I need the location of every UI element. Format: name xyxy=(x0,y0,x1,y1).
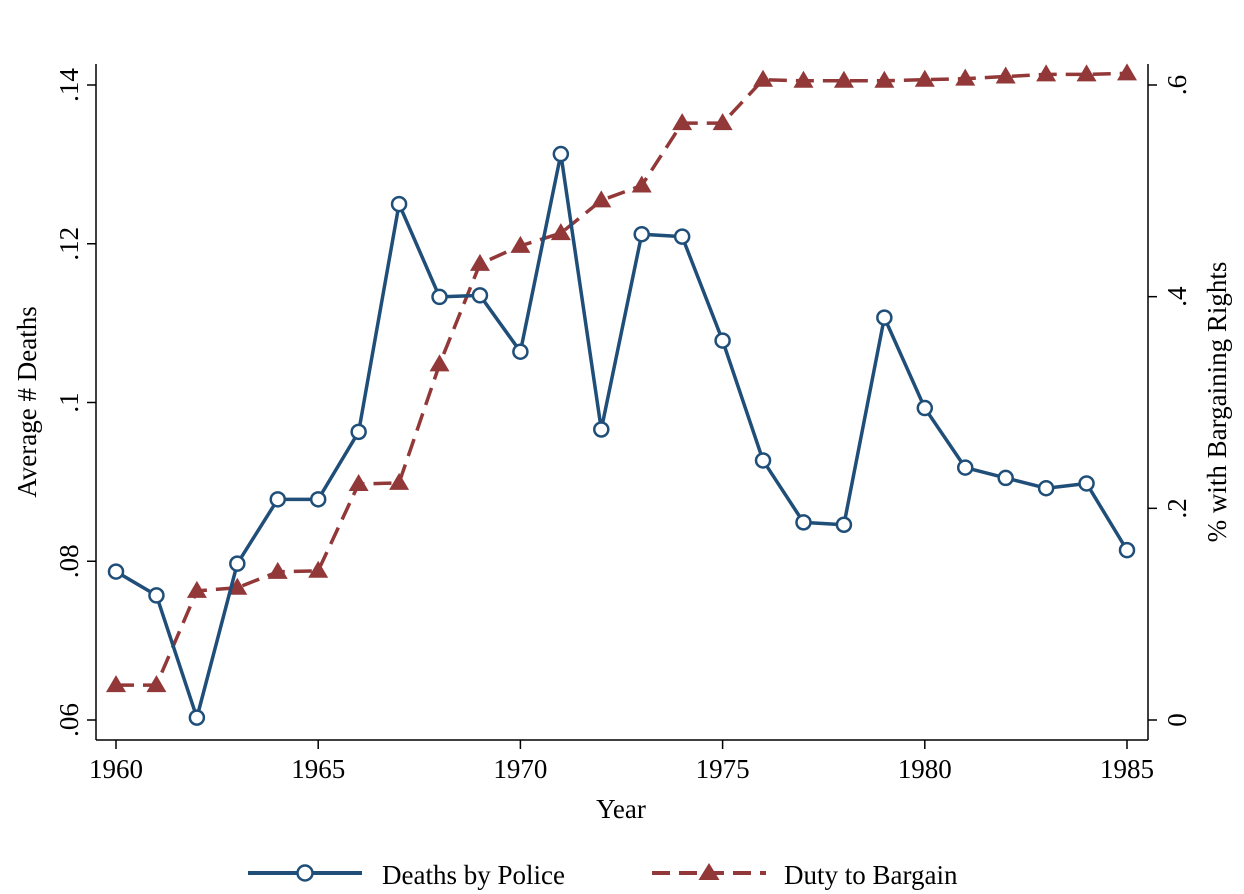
x-tick-label: 1965 xyxy=(291,754,345,784)
legend-label-deaths-by-police: Deaths by Police xyxy=(382,860,565,890)
point-deaths-by-police xyxy=(997,469,1014,487)
series-layer xyxy=(106,63,1137,726)
point-duty-to-bargain xyxy=(1036,64,1057,82)
point-deaths-by-police xyxy=(390,195,408,213)
point-duty-to-bargain xyxy=(186,580,207,598)
point-duty-to-bargain xyxy=(106,675,126,693)
point-duty-to-bargain xyxy=(631,175,652,193)
x-tick-label: 1980 xyxy=(898,754,952,784)
left-y-tick-label: .12 xyxy=(54,227,84,261)
point-deaths-by-police xyxy=(552,145,570,163)
axes: 1960 1965 1970 1975 1980 1985 .06 .08 .1 .12 .14 0.… xyxy=(54,64,1192,784)
point-duty-to-bargain xyxy=(429,354,450,372)
point-duty-to-bargain xyxy=(267,561,288,579)
right-y-tick-label: .2 xyxy=(1162,498,1192,518)
point-deaths-by-police xyxy=(229,555,246,572)
point-duty-to-bargain xyxy=(146,675,167,693)
point-duty-to-bargain xyxy=(227,577,248,595)
left-y-tick-label: .06 xyxy=(54,703,84,737)
left-y-tick-label: .14 xyxy=(54,68,84,102)
x-tick-label: 1970 xyxy=(493,754,547,784)
point-duty-to-bargain xyxy=(591,190,612,208)
x-axis-title: Year xyxy=(596,794,646,824)
left-y-axis-title: Average # Deaths xyxy=(12,306,42,497)
point-deaths-by-police xyxy=(269,491,287,508)
legend: Deaths by Police Duty to Bargain xyxy=(248,860,958,890)
point-duty-to-bargain xyxy=(793,70,814,88)
point-deaths-by-police xyxy=(1118,541,1136,559)
left-y-tick-label: .08 xyxy=(54,544,84,578)
legend-marker-duty-to-bargain xyxy=(698,863,720,880)
legend-label-duty-to-bargain: Duty to Bargain xyxy=(784,860,958,890)
series-line-deaths-by-police xyxy=(115,152,1129,720)
point-deaths-by-police xyxy=(431,288,448,306)
point-deaths-by-police xyxy=(876,309,893,326)
point-duty-to-bargain xyxy=(550,223,571,241)
point-deaths-by-police xyxy=(1037,479,1055,497)
point-deaths-by-police xyxy=(795,514,812,531)
point-deaths-by-police xyxy=(471,287,489,304)
point-deaths-by-police xyxy=(350,423,367,441)
point-duty-to-bargain xyxy=(874,70,895,88)
left-y-tick-label: .1 xyxy=(54,392,84,412)
point-deaths-by-police xyxy=(714,332,731,349)
point-deaths-by-police xyxy=(512,343,529,360)
point-duty-to-bargain xyxy=(833,70,854,88)
point-duty-to-bargain xyxy=(995,66,1016,84)
point-duty-to-bargain xyxy=(914,69,935,87)
x-tick-label: 1985 xyxy=(1100,754,1154,784)
point-deaths-by-police xyxy=(188,709,206,726)
right-y-tick-label: 0 xyxy=(1162,713,1192,727)
point-deaths-by-police xyxy=(633,225,650,243)
right-y-tick-label: .4 xyxy=(1162,286,1192,307)
point-deaths-by-police xyxy=(148,587,165,604)
point-duty-to-bargain xyxy=(753,69,774,87)
point-deaths-by-police xyxy=(107,563,125,580)
point-duty-to-bargain xyxy=(389,472,410,490)
legend-item-deaths-by-police: Deaths by Police xyxy=(248,860,565,890)
point-duty-to-bargain xyxy=(1117,63,1137,81)
legend-item-duty-to-bargain: Duty to Bargain xyxy=(652,860,958,890)
right-y-tick-label: .6 xyxy=(1162,75,1192,95)
point-duty-to-bargain xyxy=(1076,64,1097,82)
point-duty-to-bargain xyxy=(308,560,329,578)
point-deaths-by-police xyxy=(593,421,610,438)
series-line-duty-to-bargain xyxy=(116,71,1128,687)
point-duty-to-bargain xyxy=(348,473,369,491)
point-deaths-by-police xyxy=(309,491,327,508)
point-duty-to-bargain xyxy=(955,68,976,86)
point-duty-to-bargain xyxy=(510,235,531,253)
point-deaths-by-police xyxy=(673,228,691,245)
point-duty-to-bargain xyxy=(469,253,490,271)
point-deaths-by-police xyxy=(835,516,853,533)
point-deaths-by-police xyxy=(1078,475,1095,492)
right-y-axis-title: % with Bargaining Rights xyxy=(1202,262,1232,543)
x-tick-label: 1960 xyxy=(89,754,143,784)
point-deaths-by-police xyxy=(956,459,974,476)
x-tick-label: 1975 xyxy=(696,754,750,784)
legend-marker-deaths-by-police xyxy=(296,864,314,882)
point-deaths-by-police xyxy=(916,399,934,417)
point-duty-to-bargain xyxy=(712,113,733,131)
point-duty-to-bargain xyxy=(672,113,693,131)
point-deaths-by-police xyxy=(754,452,772,469)
